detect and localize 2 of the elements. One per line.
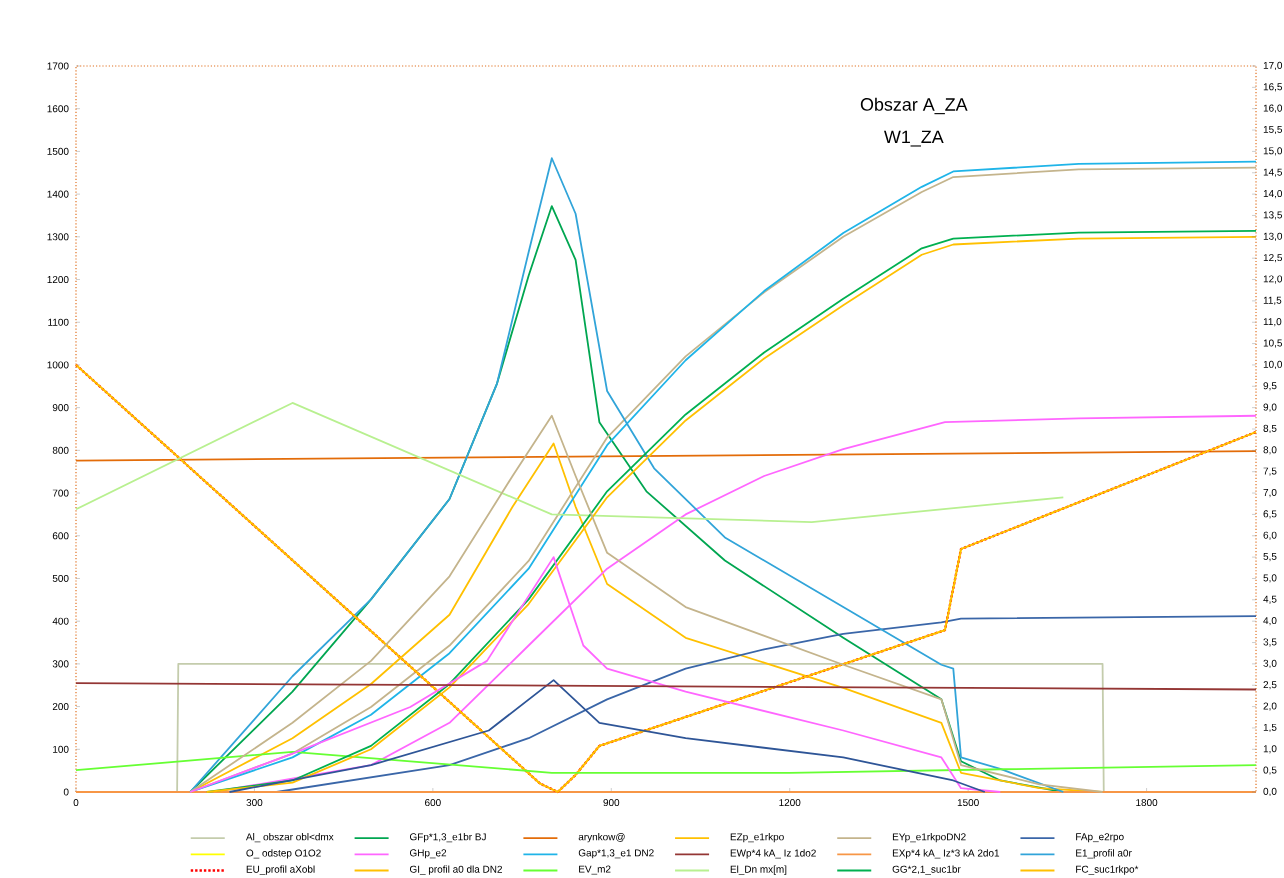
text: Obszar A_ZA — [860, 97, 968, 115]
text: W1_ZA — [884, 130, 944, 147]
